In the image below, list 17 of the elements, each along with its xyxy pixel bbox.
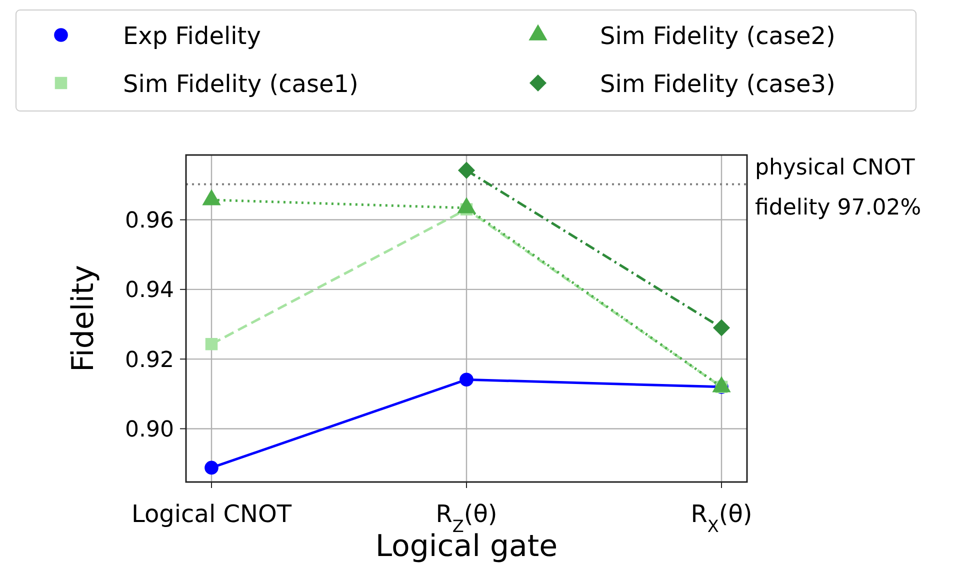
y-tick-label: 0.94 bbox=[125, 278, 174, 304]
point bbox=[460, 372, 474, 387]
point bbox=[712, 319, 730, 336]
legend-label: Sim Fidelity (case3) bbox=[600, 70, 836, 98]
x-tick-label: R$_{X}$(θ) bbox=[690, 500, 752, 536]
y-tick-label: 0.90 bbox=[125, 417, 174, 442]
y-tick-label: 0.96 bbox=[125, 208, 174, 234]
point bbox=[458, 162, 476, 179]
point bbox=[204, 460, 218, 475]
legend-label: Sim Fidelity (case1) bbox=[123, 70, 358, 98]
legend-label: Exp Fidelity bbox=[123, 22, 261, 50]
x-tick-label: Logical CNOT bbox=[132, 500, 292, 528]
ref-line-label: physical CNOT fidelity 97.02% bbox=[755, 155, 922, 220]
y-axis-title: Fidelity bbox=[66, 264, 101, 372]
y-tick-label: 0.92 bbox=[125, 348, 174, 373]
point bbox=[205, 338, 218, 350]
legend-label: Sim Fidelity (case2) bbox=[600, 22, 836, 50]
